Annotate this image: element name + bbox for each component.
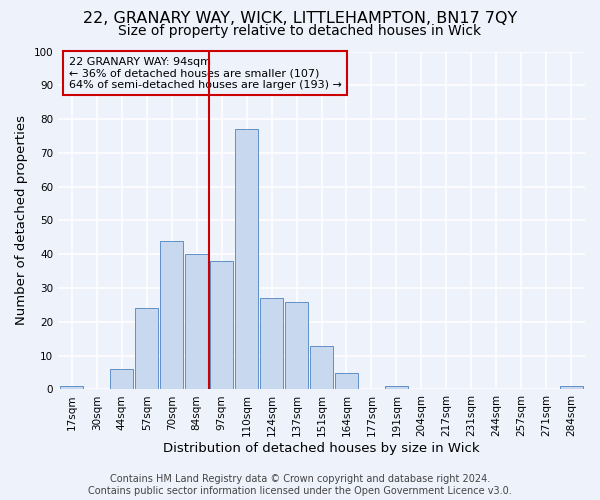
Bar <box>335 372 358 390</box>
Bar <box>260 298 283 390</box>
Text: Contains HM Land Registry data © Crown copyright and database right 2024.
Contai: Contains HM Land Registry data © Crown c… <box>88 474 512 496</box>
Y-axis label: Number of detached properties: Number of detached properties <box>15 116 28 326</box>
Bar <box>385 386 408 390</box>
Text: Size of property relative to detached houses in Wick: Size of property relative to detached ho… <box>118 24 482 38</box>
Bar <box>560 386 583 390</box>
Bar <box>185 254 208 390</box>
Bar <box>110 369 133 390</box>
X-axis label: Distribution of detached houses by size in Wick: Distribution of detached houses by size … <box>163 442 480 455</box>
Bar <box>285 302 308 390</box>
Bar <box>235 129 258 390</box>
Bar <box>160 241 183 390</box>
Bar <box>310 346 333 390</box>
Text: 22 GRANARY WAY: 94sqm
← 36% of detached houses are smaller (107)
64% of semi-det: 22 GRANARY WAY: 94sqm ← 36% of detached … <box>68 56 341 90</box>
Text: 22, GRANARY WAY, WICK, LITTLEHAMPTON, BN17 7QY: 22, GRANARY WAY, WICK, LITTLEHAMPTON, BN… <box>83 11 517 26</box>
Bar <box>60 386 83 390</box>
Bar <box>210 261 233 390</box>
Bar <box>135 308 158 390</box>
